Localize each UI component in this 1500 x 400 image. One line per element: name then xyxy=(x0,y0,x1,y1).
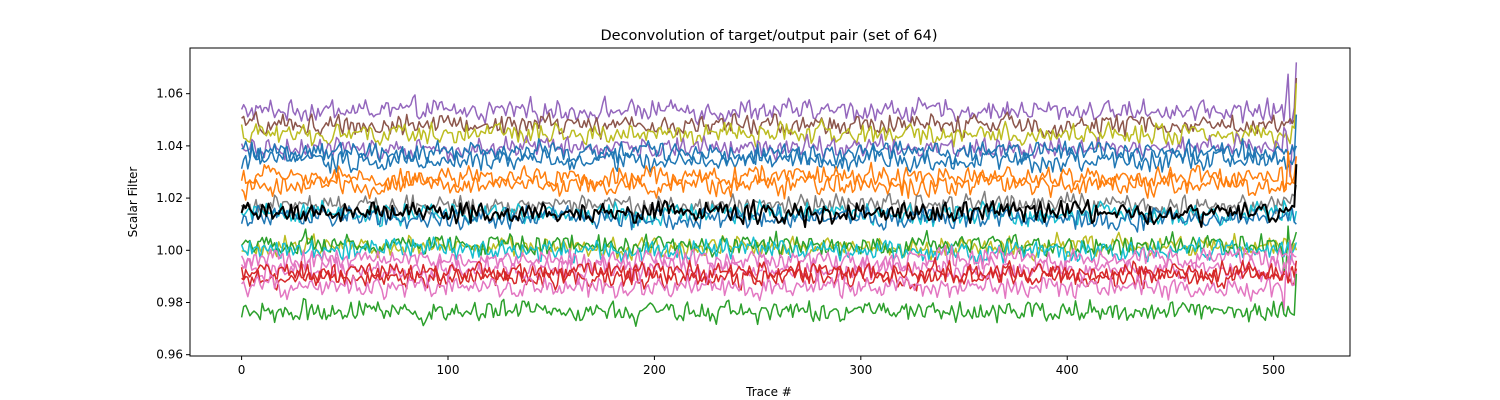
series-line xyxy=(241,199,1298,229)
chart-title: Deconvolution of target/output pair (set… xyxy=(601,28,938,44)
series-line xyxy=(241,77,1298,140)
x-tick-label: 300 xyxy=(849,363,872,377)
series-line xyxy=(241,169,1298,201)
series-line xyxy=(240,184,1298,222)
series-line xyxy=(240,236,1298,265)
y-tick-label: 1.06 xyxy=(156,87,183,101)
series-line xyxy=(241,263,1298,292)
y-tick-label: 1.04 xyxy=(156,139,183,153)
series-line xyxy=(240,273,1298,327)
y-tick-label: 0.98 xyxy=(156,295,183,309)
y-axis-label: Scalar Filter xyxy=(126,167,140,238)
series-line xyxy=(241,258,1298,312)
series-line xyxy=(240,164,1298,229)
y-axis: 0.96 0.98 1.00 1.02 1.04 1.06 xyxy=(156,87,190,362)
series-layer xyxy=(240,62,1298,327)
x-tick-label: 100 xyxy=(437,363,460,377)
x-tick-label: 200 xyxy=(643,363,666,377)
series-line xyxy=(240,114,1298,174)
x-axis-label: Trace # xyxy=(745,385,792,399)
series-line xyxy=(240,204,1297,233)
series-line xyxy=(241,137,1298,166)
plot-frame xyxy=(189,47,1351,357)
x-axis: 0 100 200 300 400 500 xyxy=(238,356,1285,377)
y-tick-label: 1.00 xyxy=(156,243,183,257)
series-line xyxy=(240,62,1298,126)
x-tick-label: 0 xyxy=(238,363,246,377)
y-tick-label: 0.96 xyxy=(156,348,183,362)
y-tick-label: 1.02 xyxy=(156,191,183,205)
x-tick-label: 500 xyxy=(1262,363,1285,377)
series-line xyxy=(240,83,1298,150)
x-tick-label: 400 xyxy=(1056,363,1079,377)
series-line xyxy=(240,244,1297,273)
